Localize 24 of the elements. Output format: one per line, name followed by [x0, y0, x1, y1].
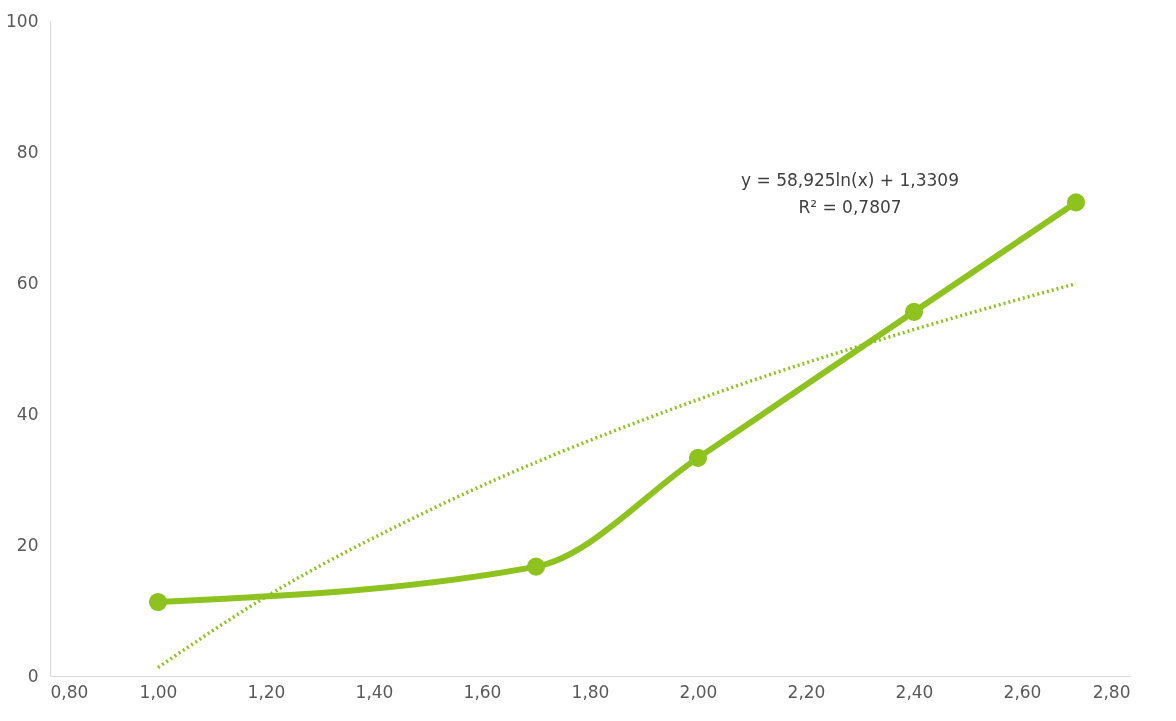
annotation: R² = 0,7807 — [798, 197, 902, 217]
x-tick-label: 2,40 — [895, 681, 934, 702]
point — [904, 302, 924, 321]
y-tick-label: 0 — [27, 665, 39, 686]
y-tick-label: 100 — [6, 10, 39, 31]
x-tick-label: 1,80 — [571, 681, 610, 702]
y-tick-label: 80 — [16, 141, 39, 162]
annotation: y = 58,925ln(x) + 1,3309 — [741, 170, 959, 190]
point — [526, 557, 546, 576]
x-tick-label: 1,40 — [355, 681, 394, 702]
x-tick-label: 2,80 — [1092, 681, 1131, 702]
point — [688, 448, 708, 467]
y-tick-label: 20 — [16, 534, 39, 555]
y-tick-label: 60 — [16, 272, 39, 293]
x-tick-label: 2,20 — [787, 681, 826, 702]
x-tick-label: 2,00 — [679, 681, 718, 702]
x-tick-label: 1,60 — [463, 681, 502, 702]
point — [148, 592, 168, 612]
x-tick-label: 2,60 — [1003, 681, 1042, 702]
x-tick-label: 0,80 — [50, 681, 89, 702]
y-tick-label: 40 — [16, 403, 39, 424]
x-tick-label: 1,00 — [139, 681, 178, 702]
point — [1066, 193, 1086, 212]
x-tick-label: 1,20 — [247, 681, 286, 702]
